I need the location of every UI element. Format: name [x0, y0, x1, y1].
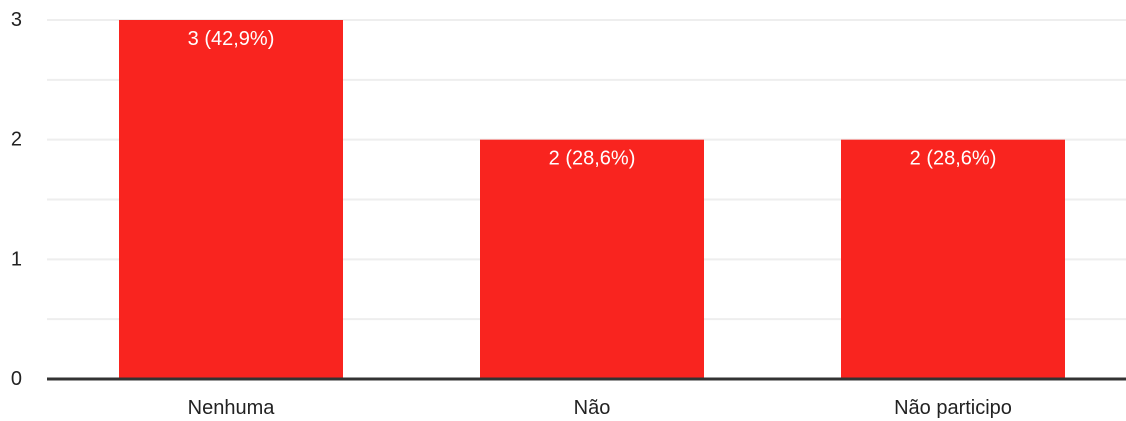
y-tick-label: 3	[11, 9, 22, 31]
y-tick-label: 2	[11, 129, 22, 151]
x-category-label: Não participo	[894, 397, 1012, 419]
bar-data-label: 2 (28,6%)	[549, 148, 636, 170]
bar-data-label: 3 (42,9%)	[188, 28, 275, 50]
bar-data-label: 2 (28,6%)	[910, 148, 997, 170]
bar-n-o-participo	[841, 139, 1065, 379]
x-category-label: Não	[574, 397, 611, 419]
bar-nenhuma	[119, 20, 343, 379]
bar-n-o	[480, 139, 704, 379]
y-tick-label: 1	[11, 248, 22, 270]
x-category-label: Nenhuma	[188, 397, 276, 419]
labels: 0 1 2 3 3 (42,9%) Nenhuma 2 (28,6%) Não 2 (28,6%…	[11, 9, 1012, 419]
bars	[119, 20, 1065, 379]
y-tick-label: 0	[11, 368, 22, 390]
